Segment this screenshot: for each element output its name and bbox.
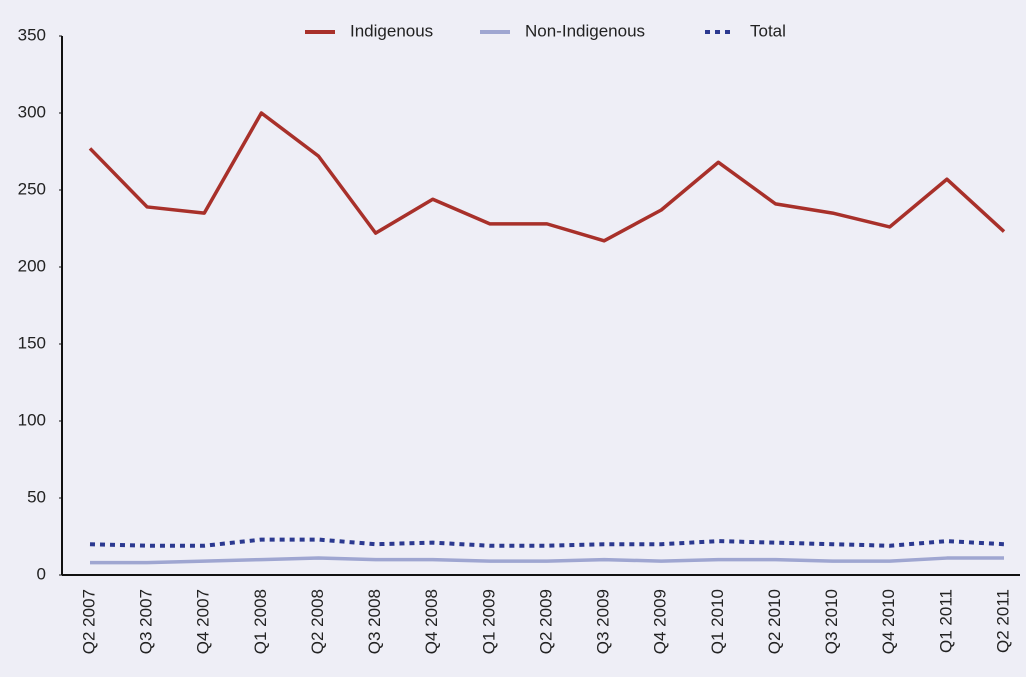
x-tick-label: Q2 2008 <box>308 589 327 654</box>
legend-label: Indigenous <box>350 21 433 40</box>
x-tick-label: Q3 2010 <box>822 589 841 654</box>
series-line <box>88 111 1006 243</box>
x-tick-label: Q4 2008 <box>422 589 441 654</box>
x-tick-label: Q3 2007 <box>137 589 156 654</box>
y-tick-label: 300 <box>18 102 46 121</box>
x-tick-label: Q4 2010 <box>879 589 898 654</box>
series-line <box>90 556 1004 565</box>
x-tick-label: Q4 2007 <box>194 589 213 654</box>
x-tick-label: Q2 2010 <box>765 589 784 654</box>
x-tick-label: Q1 2011 <box>936 589 955 653</box>
x-tick-label: Q3 2009 <box>594 589 613 654</box>
x-tick-label: Q2 2011 <box>993 589 1012 653</box>
x-tick-label: Q2 2009 <box>536 589 555 654</box>
y-tick-label: 50 <box>27 487 46 506</box>
y-tick-label: 350 <box>18 25 46 44</box>
x-tick-label: Q3 2008 <box>365 589 384 654</box>
x-tick-label: Q1 2008 <box>251 589 270 654</box>
legend-label: Non-Indigenous <box>525 21 645 40</box>
x-tick-label: Q2 2007 <box>79 589 98 654</box>
y-tick-label: 200 <box>18 256 46 275</box>
x-tick-label: Q1 2010 <box>708 589 727 654</box>
legend-label: Total <box>750 21 786 40</box>
x-tick-label: Q1 2009 <box>479 589 498 654</box>
y-tick-label: 0 <box>37 564 46 583</box>
x-tick-label: Q4 2009 <box>651 589 670 654</box>
y-tick-label: 100 <box>18 410 46 429</box>
series-line <box>89 537 1005 548</box>
y-tick-label: 250 <box>18 179 46 198</box>
y-tick-label: 150 <box>18 333 46 352</box>
